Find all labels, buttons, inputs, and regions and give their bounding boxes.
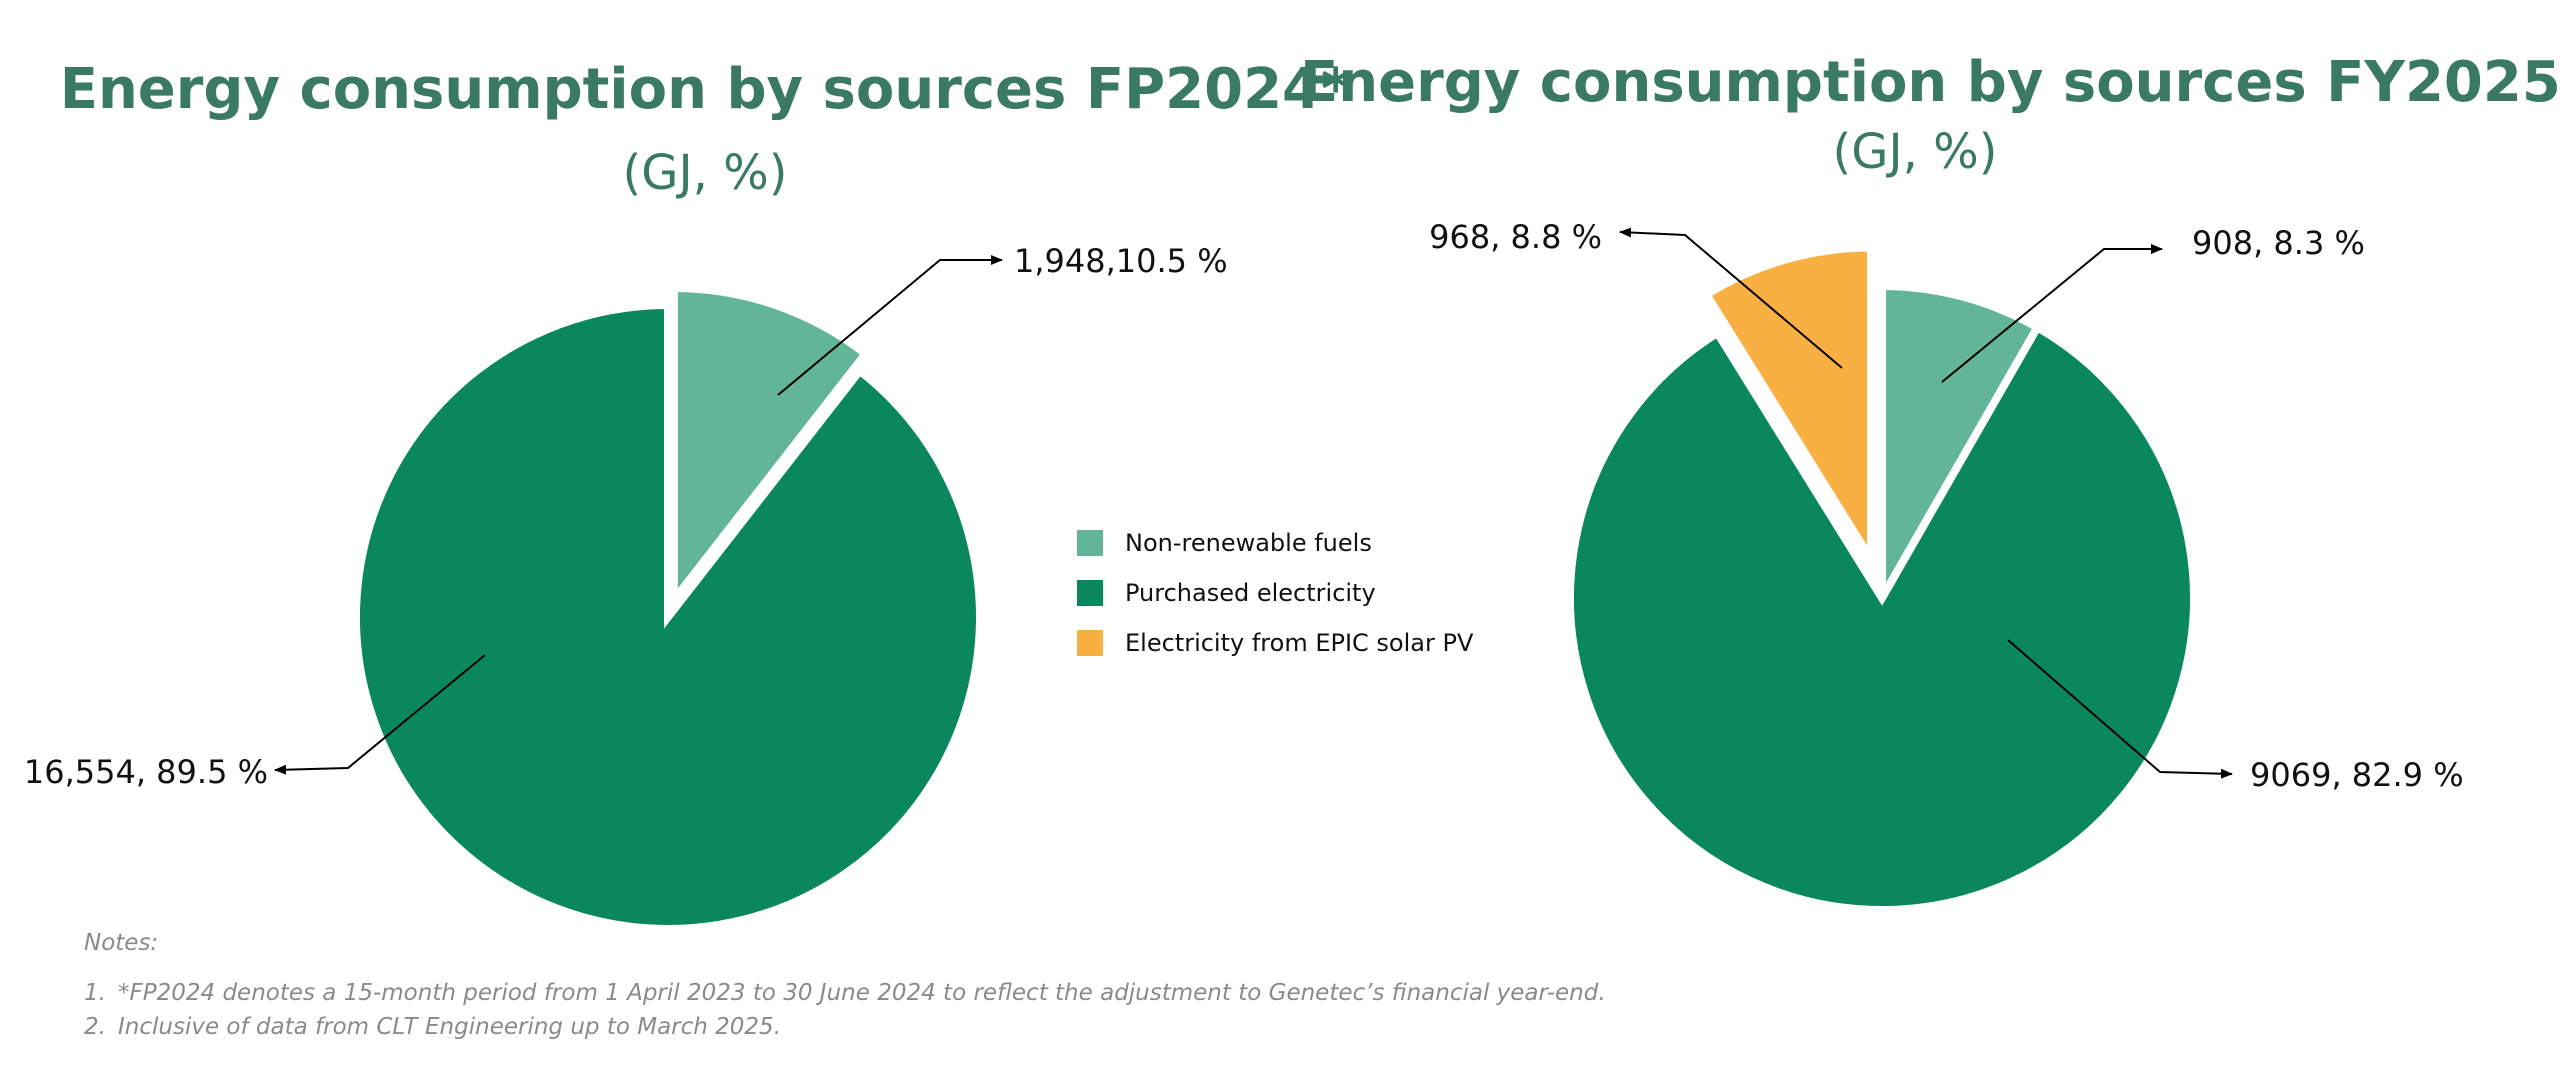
note-number: 2. — [84, 1014, 106, 1040]
data-label-purchased-electricity: 16,554, 89.5 % — [24, 753, 268, 791]
legend-label: Purchased electricity — [1125, 579, 1376, 607]
leader-line-non-renewable-fuels — [1941, 244, 2163, 383]
chart-legend: Non-renewable fuels Purchased electricit… — [1077, 518, 1473, 668]
note-item: 2. Inclusive of data from CLT Engineering… — [84, 1010, 1606, 1044]
chart-title-text: Energy consumption by sources FY2025* — [1300, 50, 2560, 115]
legend-swatch — [1077, 530, 1103, 556]
legend-swatch — [1077, 630, 1103, 656]
legend-item-purchased: Purchased electricity — [1077, 568, 1473, 618]
legend-item-non-renewable: Non-renewable fuels — [1077, 518, 1473, 568]
leader-line-electricity-from-epic-solar-pv — [1619, 227, 1843, 369]
legend-label: Electricity from EPIC solar PV — [1125, 629, 1474, 657]
notes-heading: Notes: — [84, 930, 159, 956]
pie-slice-non-renewable-fuels — [1878, 281, 2043, 613]
note-number: 1. — [84, 980, 106, 1006]
pie-chart-fy2025: 908, 8.3 % 9069, 82.9 % 968, 8.8 % — [1429, 218, 2464, 914]
note-text: *FP2024 denotes a 15-month period from 1… — [118, 980, 1606, 1006]
notes-section: Notes: 1. *FP2024 denotes a 15-month peri… — [84, 930, 1606, 1044]
data-label-non-renewable-fuels: 1,948,10.5 % — [1014, 242, 1228, 280]
leader-line-non-renewable-fuels — [777, 255, 1003, 396]
pie-slice-purchased-electricity — [1566, 321, 2198, 914]
chart-title-text: Energy consumption by sources FP2024* — [59, 57, 1351, 122]
chart-subtitle-text: (GJ, %) — [622, 145, 788, 201]
chart-title-fp2024: Energy consumption by sources FP2024* (G… — [40, 55, 1370, 203]
chart-subtitle-text: (GJ, %) — [1832, 124, 1998, 180]
leader-line-purchased-electricity — [274, 654, 486, 775]
note-text: Inclusive of data from CLT Engineering u… — [118, 1014, 782, 1040]
pie-slice-non-renewable-fuels — [669, 283, 872, 612]
pie-chart-fp2024: 1,948,10.5 % 16,554, 89.5 % — [24, 242, 1228, 933]
note-item: 1. *FP2024 denotes a 15-month period from… — [84, 976, 1606, 1010]
legend-item-solar: Electricity from EPIC solar PV — [1077, 618, 1473, 668]
notes-list: 1. *FP2024 denotes a 15-month period from… — [84, 976, 1606, 1044]
pie-slice-electricity-from-epic-solar-pv — [1700, 243, 1876, 574]
data-label-purchased-electricity: 9069, 82.9 % — [2250, 756, 2464, 794]
legend-label: Non-renewable fuels — [1125, 529, 1372, 557]
data-label-non-renewable-fuels: 908, 8.3 % — [2192, 224, 2365, 262]
legend-swatch — [1077, 580, 1103, 606]
data-label-electricity-from-epic-solar-pv: 968, 8.8 % — [1429, 218, 1602, 256]
leader-line-purchased-electricity — [2007, 639, 2233, 779]
pie-slice-purchased-electricity — [352, 300, 984, 933]
chart-title-fy2025: Energy consumption by sources FY2025* (G… — [1300, 48, 2560, 182]
